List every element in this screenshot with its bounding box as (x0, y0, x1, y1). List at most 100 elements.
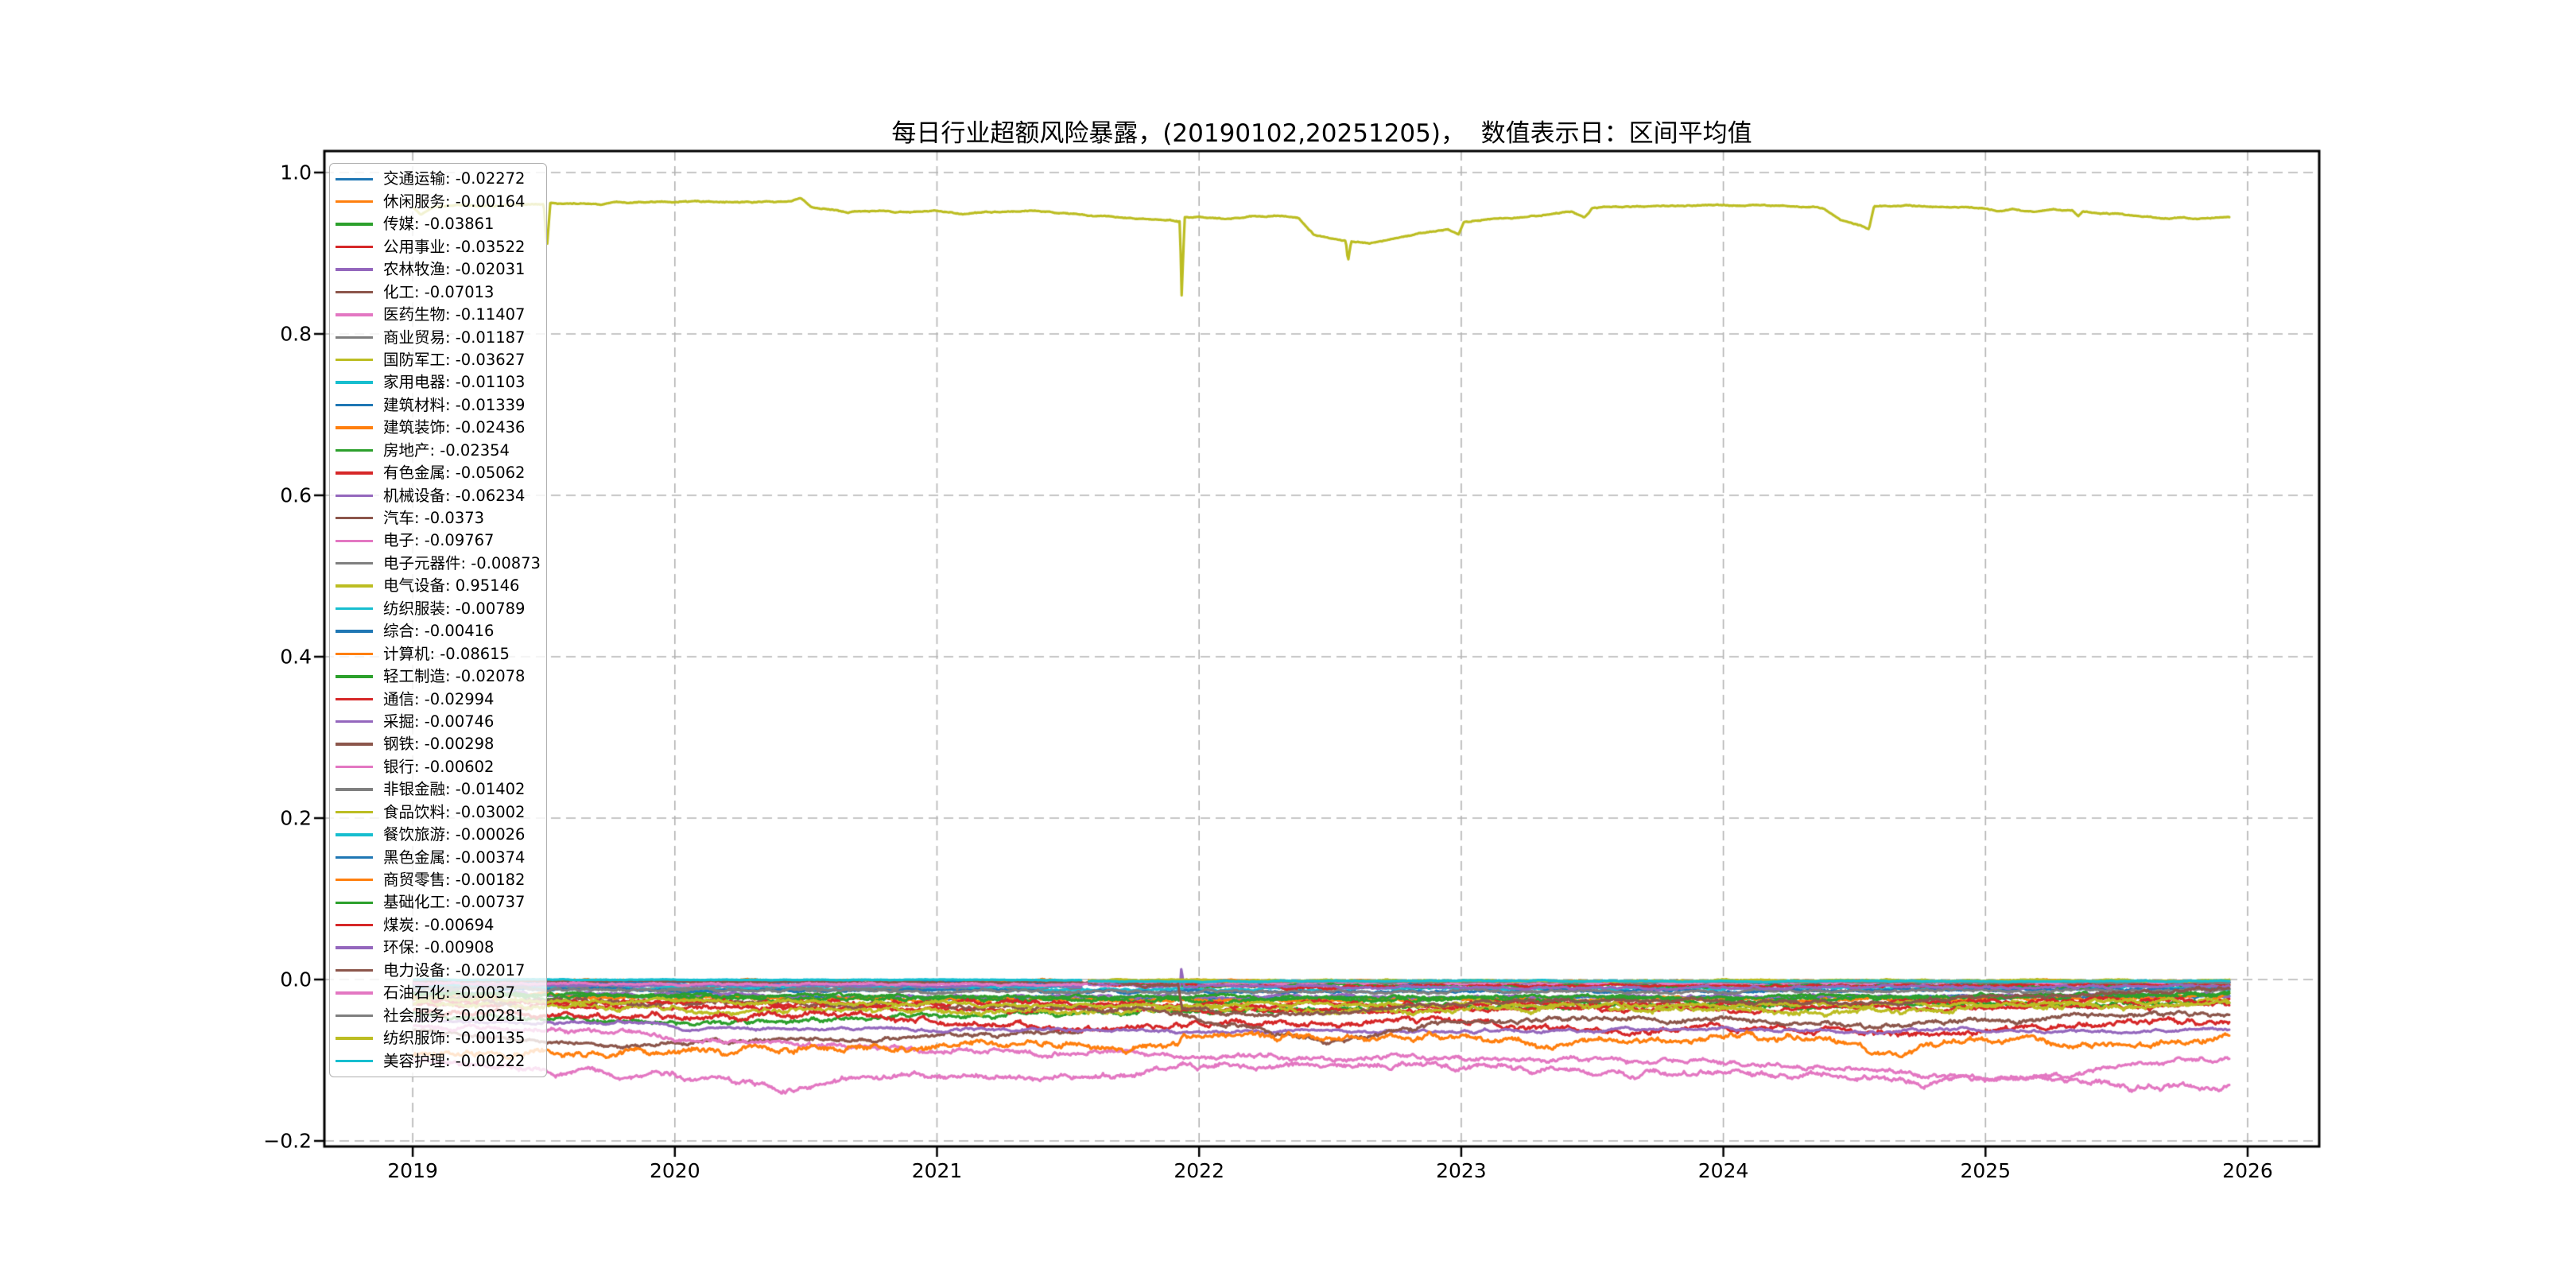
legend-swatch (336, 675, 373, 678)
legend-label: 家用电器: -0.01103 (383, 373, 526, 392)
legend-item: 采掘: -0.00746 (336, 711, 541, 733)
x-tick-label: 2025 (1960, 1159, 2012, 1182)
legend-swatch (336, 765, 373, 769)
legend-label: 电子元器件: -0.00873 (383, 553, 541, 572)
legend-item: 医药生物: -0.11407 (336, 304, 541, 326)
legend-swatch (336, 561, 373, 565)
legend-swatch (336, 290, 373, 294)
legend-label: 农林牧渔: -0.02031 (383, 260, 526, 279)
legend-label: 建筑装饰: -0.02436 (383, 418, 526, 437)
x-tick-label: 2024 (1697, 1159, 1749, 1182)
legend-label: 公用事业: -0.03522 (383, 237, 526, 256)
legend-item: 公用事业: -0.03522 (336, 236, 541, 258)
legend-label: 轻工制造: -0.02078 (383, 667, 526, 686)
legend-swatch (336, 630, 373, 633)
legend-swatch (336, 403, 373, 407)
legend-swatch (336, 991, 373, 995)
legend-item: 环保: -0.00908 (336, 937, 541, 959)
legend-swatch (336, 177, 373, 180)
legend-item: 机械设备: -0.06234 (336, 484, 541, 506)
y-tick-label: 0.4 (280, 645, 312, 669)
legend-item: 轻工制造: -0.02078 (336, 665, 541, 688)
legend-item: 银行: -0.00602 (336, 756, 541, 778)
legend-label: 化工: -0.07013 (383, 282, 495, 301)
legend-swatch (336, 743, 373, 746)
legend-swatch (336, 879, 373, 882)
legend-swatch (336, 494, 373, 498)
legend-item: 美容护理: -0.00222 (336, 1049, 541, 1072)
legend-label: 综合: -0.00416 (383, 622, 495, 641)
legend-item: 电力设备: -0.02017 (336, 960, 541, 982)
legend-item: 钢铁: -0.00298 (336, 733, 541, 755)
y-tick-label: 1.0 (280, 161, 312, 184)
legend-label: 纺织服装: -0.00789 (383, 599, 526, 618)
y-tick-label: 0.8 (280, 322, 312, 346)
legend-label: 国防军工: -0.03627 (383, 350, 526, 369)
y-tick-label: 0.0 (280, 968, 312, 991)
legend: 交通运输: -0.02272 休闲服务: -0.00164 传媒: -0.03861… (329, 163, 547, 1077)
legend-label: 食品饮料: -0.03002 (383, 802, 526, 821)
legend-label: 汽车: -0.0373 (383, 509, 485, 528)
y-tick-label: 0.2 (280, 806, 312, 830)
legend-item: 建筑装饰: -0.02436 (336, 417, 541, 439)
legend-label: 建筑材料: -0.01339 (383, 395, 526, 414)
legend-label: 美容护理: -0.00222 (383, 1051, 526, 1070)
legend-item: 农林牧渔: -0.02031 (336, 258, 541, 281)
legend-label: 石油石化: -0.0037 (383, 983, 516, 1003)
x-tick-label: 2023 (1436, 1159, 1487, 1182)
legend-swatch (336, 268, 373, 271)
x-tick-label: 2021 (911, 1159, 963, 1182)
legend-label: 社会服务: -0.00281 (383, 1006, 526, 1025)
legend-swatch (336, 652, 373, 656)
legend-item: 非银金融: -0.01402 (336, 778, 541, 801)
legend-label: 机械设备: -0.06234 (383, 486, 526, 505)
legend-label: 传媒: -0.03861 (383, 215, 495, 234)
legend-swatch (336, 584, 373, 588)
legend-item: 餐饮旅游: -0.00026 (336, 824, 541, 846)
legend-swatch (336, 517, 373, 520)
legend-label: 餐饮旅游: -0.00026 (383, 825, 526, 844)
legend-swatch (336, 426, 373, 429)
legend-label: 非银金融: -0.01402 (383, 780, 526, 799)
legend-item: 国防军工: -0.03627 (336, 349, 541, 371)
legend-swatch (336, 923, 373, 927)
x-tick-label: 2019 (387, 1159, 438, 1182)
legend-item: 传媒: -0.03861 (336, 213, 541, 235)
legend-label: 有色金属: -0.05062 (383, 464, 526, 483)
legend-item: 化工: -0.07013 (336, 281, 541, 303)
legend-swatch (336, 1059, 373, 1062)
legend-swatch (336, 855, 373, 859)
legend-swatch (336, 245, 373, 249)
legend-swatch (336, 381, 373, 384)
legend-swatch (336, 607, 373, 611)
legend-item: 纺织服装: -0.00789 (336, 598, 541, 620)
legend-label: 基础化工: -0.00737 (383, 893, 526, 912)
legend-label: 房地产: -0.02354 (383, 440, 510, 460)
legend-item: 家用电器: -0.01103 (336, 371, 541, 394)
legend-swatch (336, 697, 373, 700)
y-tick-label: −0.2 (263, 1129, 312, 1153)
legend-label: 电气设备: 0.95146 (383, 576, 520, 596)
legend-label: 休闲服务: -0.00164 (383, 192, 526, 211)
legend-item: 汽车: -0.0373 (336, 507, 541, 530)
legend-item: 纺织服饰: -0.00135 (336, 1027, 541, 1049)
legend-item: 通信: -0.02994 (336, 688, 541, 710)
legend-swatch (336, 901, 373, 904)
legend-label: 商贸零售: -0.00182 (383, 871, 526, 890)
legend-swatch (336, 720, 373, 724)
legend-swatch (336, 810, 373, 814)
legend-swatch (336, 448, 373, 452)
legend-swatch (336, 359, 373, 362)
legend-label: 钢铁: -0.00298 (383, 735, 495, 754)
legend-swatch (336, 336, 373, 339)
legend-swatch (336, 1037, 373, 1040)
legend-label: 纺织服饰: -0.00135 (383, 1029, 526, 1048)
legend-swatch (336, 788, 373, 791)
legend-item: 计算机: -0.08615 (336, 642, 541, 665)
legend-item: 社会服务: -0.00281 (336, 1004, 541, 1026)
legend-item: 黑色金属: -0.00374 (336, 846, 541, 868)
legend-label: 煤炭: -0.00694 (383, 915, 495, 934)
legend-swatch (336, 223, 373, 226)
legend-swatch (336, 946, 373, 949)
